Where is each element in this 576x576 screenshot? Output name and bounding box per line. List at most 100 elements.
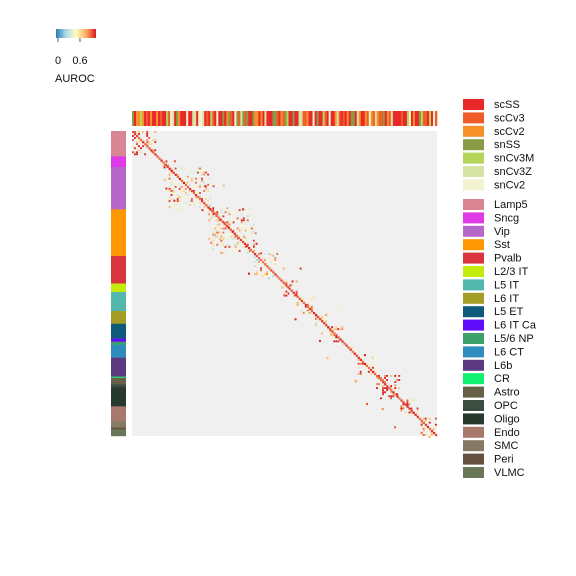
heatmap-cell <box>176 194 179 196</box>
legend-swatch <box>463 99 484 110</box>
heatmap-cell <box>323 322 326 325</box>
heatmap-cell <box>146 135 149 137</box>
heatmap-cell <box>244 236 247 239</box>
row-annotation-block <box>111 377 126 385</box>
heatmap-cell <box>132 139 134 141</box>
heatmap-cell <box>250 225 253 228</box>
heatmap-cell <box>201 171 203 174</box>
heatmap-cell <box>386 375 388 377</box>
heatmap-cell <box>201 173 203 176</box>
heatmap-cell <box>418 417 421 420</box>
column-annotation-cell <box>282 111 285 126</box>
heatmap-cell <box>209 177 212 180</box>
heatmap-cell <box>195 171 197 174</box>
heatmap-cell <box>217 216 220 219</box>
heatmap-cell <box>205 198 208 200</box>
heatmap-cell <box>248 249 251 252</box>
heatmap-cell <box>184 167 187 170</box>
heatmap-cell <box>216 225 219 228</box>
heatmap-cell <box>357 362 360 365</box>
heatmap-cell <box>312 295 315 298</box>
heatmap-cell <box>402 407 405 410</box>
column-dataset-annotation <box>132 111 438 126</box>
column-annotation-cell <box>132 111 135 126</box>
legend-swatch <box>463 252 484 264</box>
legend-swatch <box>463 166 484 177</box>
heatmap-cell <box>244 229 247 232</box>
heatmap-cell <box>230 235 233 238</box>
heatmap-cell <box>288 287 291 290</box>
heatmap-cell <box>420 419 423 422</box>
heatmap-cell <box>350 346 353 349</box>
heatmap-cell <box>138 131 140 133</box>
heatmap-cell <box>152 139 155 141</box>
heatmap-cell <box>317 316 320 319</box>
heatmap-cell <box>142 141 145 144</box>
heatmap-cell <box>416 415 419 418</box>
legend-swatch <box>463 152 484 164</box>
heatmap-cell <box>182 208 185 211</box>
heatmap-cell <box>184 196 187 198</box>
heatmap-cell <box>208 213 211 216</box>
heatmap-cell <box>260 259 263 262</box>
colorbar-title: AUROC <box>55 73 95 85</box>
heatmap-cell <box>262 273 264 276</box>
heatmap-cell <box>212 231 215 234</box>
heatmap-cell <box>327 336 330 339</box>
heatmap-cell <box>178 196 181 198</box>
heatmap-cell <box>230 247 233 250</box>
column-annotation-cell <box>154 111 157 126</box>
heatmap-cell <box>330 333 333 336</box>
heatmap-cell <box>226 211 229 214</box>
heatmap-cell <box>335 326 338 329</box>
column-annotation-cell <box>358 111 362 126</box>
heatmap-cell <box>424 427 427 430</box>
heatmap-cell <box>138 141 140 143</box>
heatmap-cell <box>226 243 229 246</box>
heatmap-cell <box>400 405 403 408</box>
heatmap-cell <box>224 227 227 230</box>
heatmap-cell <box>260 252 263 255</box>
heatmap-cell <box>152 149 155 152</box>
heatmap-cell <box>400 409 403 412</box>
heatmap-cell <box>394 381 397 383</box>
heatmap-cell <box>414 413 417 416</box>
heatmap-cell <box>390 385 393 387</box>
heatmap-cell <box>254 257 256 259</box>
heatmap-cell <box>205 208 208 211</box>
heatmap-cell <box>222 231 225 234</box>
heatmap-cell <box>237 236 240 239</box>
heatmap-cell <box>323 318 325 320</box>
heatmap-cell <box>197 196 200 199</box>
column-annotation-cell <box>362 111 366 126</box>
heatmap-cell <box>296 301 299 304</box>
heatmap-cell <box>203 171 205 174</box>
legend-label: Lamp5 <box>494 199 528 211</box>
column-annotation-cell <box>202 111 205 126</box>
column-annotation-cell <box>294 111 297 126</box>
column-annotation-cell <box>316 111 319 126</box>
row-annotation-block <box>111 387 126 407</box>
heatmap-cell <box>274 277 277 280</box>
heatmap-cell <box>168 196 171 198</box>
heatmap-cell <box>390 395 393 398</box>
column-annotation-cell <box>364 111 368 126</box>
legend-swatch <box>463 453 484 465</box>
heatmap-cell <box>382 379 384 381</box>
heatmap-cell <box>254 263 256 265</box>
heatmap-cell <box>268 267 271 270</box>
column-annotation-cell <box>262 111 265 126</box>
heatmap-cell <box>373 372 377 376</box>
heatmap-cell <box>252 249 255 252</box>
heatmap-cell <box>212 239 215 242</box>
heatmap-cell <box>382 389 384 392</box>
heatmap-cell <box>140 147 142 150</box>
heatmap-cell <box>333 332 336 335</box>
heatmap-cell <box>132 146 135 149</box>
column-annotation-cell <box>198 111 201 126</box>
heatmap-cell <box>197 192 199 194</box>
heatmap-cell <box>408 407 411 410</box>
heatmap-cell <box>207 183 210 186</box>
heatmap-cell <box>260 267 262 270</box>
row-annotation-block <box>111 283 126 293</box>
